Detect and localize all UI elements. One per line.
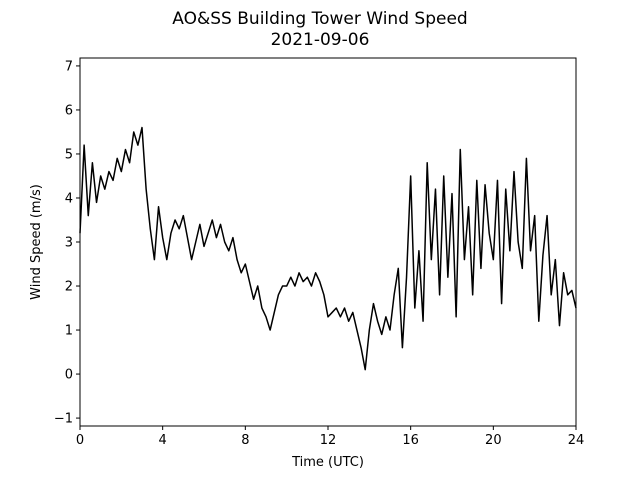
y-tick-label: 1 <box>65 324 73 339</box>
x-tick-label: 8 <box>241 433 249 448</box>
y-tick-label: 4 <box>65 191 73 206</box>
x-tick-label: 16 <box>402 433 419 448</box>
y-tick-label: 3 <box>65 236 73 251</box>
x-tick-label: 20 <box>485 433 502 448</box>
plot-frame <box>79 57 577 427</box>
x-tick-label: 4 <box>159 433 167 448</box>
chart-title: AO&SS Building Tower Wind Speed <box>172 9 467 29</box>
y-tick-label: 6 <box>65 103 73 118</box>
y-tick-label: 2 <box>65 280 73 295</box>
chart-subtitle: 2021-09-06 <box>271 30 370 50</box>
x-tick-label: 24 <box>568 433 585 448</box>
y-tick-label: 5 <box>65 147 73 162</box>
y-tick-label: −1 <box>54 412 73 427</box>
data-line <box>79 126 577 371</box>
y-axis-label: Wind Speed (m/s) <box>29 184 44 300</box>
x-tick-label: 12 <box>320 433 337 448</box>
y-tick-label: 0 <box>65 368 73 383</box>
y-tick-label: 7 <box>65 59 73 74</box>
x-axis-label: Time (UTC) <box>291 455 364 470</box>
x-tick-label: 0 <box>76 433 84 448</box>
